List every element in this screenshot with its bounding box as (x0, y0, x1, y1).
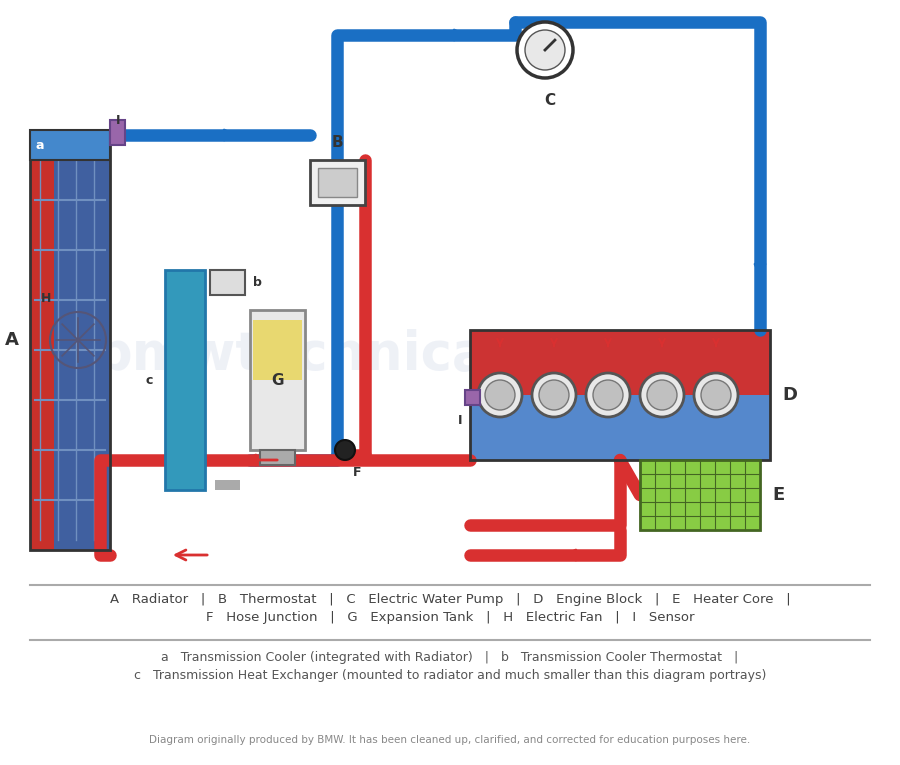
Circle shape (517, 22, 573, 78)
Text: B: B (332, 135, 343, 149)
Text: I: I (458, 414, 463, 427)
Text: H: H (40, 291, 51, 304)
Bar (253, 320, 302, 380)
Text: F: F (353, 465, 362, 478)
Bar (260, 450, 295, 465)
Bar (30, 130, 54, 550)
Bar (165, 270, 205, 490)
Bar (310, 160, 365, 205)
Circle shape (532, 373, 576, 417)
Text: A: A (5, 331, 19, 349)
Text: b: b (253, 276, 262, 289)
Bar (30, 130, 110, 550)
Text: D: D (782, 386, 797, 404)
Text: c: c (145, 373, 153, 386)
Bar (465, 390, 480, 405)
Bar (215, 480, 240, 490)
Bar (54, 130, 110, 550)
Text: bmwtechnical: bmwtechnical (94, 329, 506, 381)
Circle shape (525, 30, 565, 70)
Text: E: E (772, 486, 784, 504)
Bar (470, 330, 770, 460)
Bar (470, 330, 770, 395)
Bar (110, 120, 125, 145)
Text: a   Transmission Cooler (integrated with Radiator)   |   b   Transmission Cooler: a Transmission Cooler (integrated with R… (161, 652, 739, 665)
Text: G: G (271, 373, 284, 388)
Circle shape (478, 373, 522, 417)
Bar (640, 460, 760, 530)
Bar (250, 310, 305, 450)
Circle shape (647, 380, 677, 410)
Circle shape (485, 380, 515, 410)
Text: F   Hose Junction   |   G   Expansion Tank   |   H   Electric Fan   |   I   Sens: F Hose Junction | G Expansion Tank | H E… (206, 611, 694, 624)
Bar (318, 168, 357, 197)
Circle shape (539, 380, 569, 410)
Bar (30, 130, 110, 160)
Bar (210, 270, 245, 295)
Circle shape (586, 373, 630, 417)
Bar (470, 395, 770, 460)
Text: I: I (116, 113, 121, 126)
Text: a: a (35, 138, 43, 151)
Circle shape (640, 373, 684, 417)
Circle shape (701, 380, 731, 410)
Text: Diagram originally produced by BMW. It has been cleaned up, clarified, and corre: Diagram originally produced by BMW. It h… (149, 735, 751, 745)
Circle shape (593, 380, 623, 410)
Circle shape (694, 373, 738, 417)
Text: A   Radiator   |   B   Thermostat   |   C   Electric Water Pump   |   D   Engine: A Radiator | B Thermostat | C Electric W… (110, 594, 790, 607)
Text: C: C (544, 93, 555, 108)
Circle shape (335, 440, 355, 460)
Text: c   Transmission Heat Exchanger (mounted to radiator and much smaller than this : c Transmission Heat Exchanger (mounted t… (134, 669, 766, 682)
